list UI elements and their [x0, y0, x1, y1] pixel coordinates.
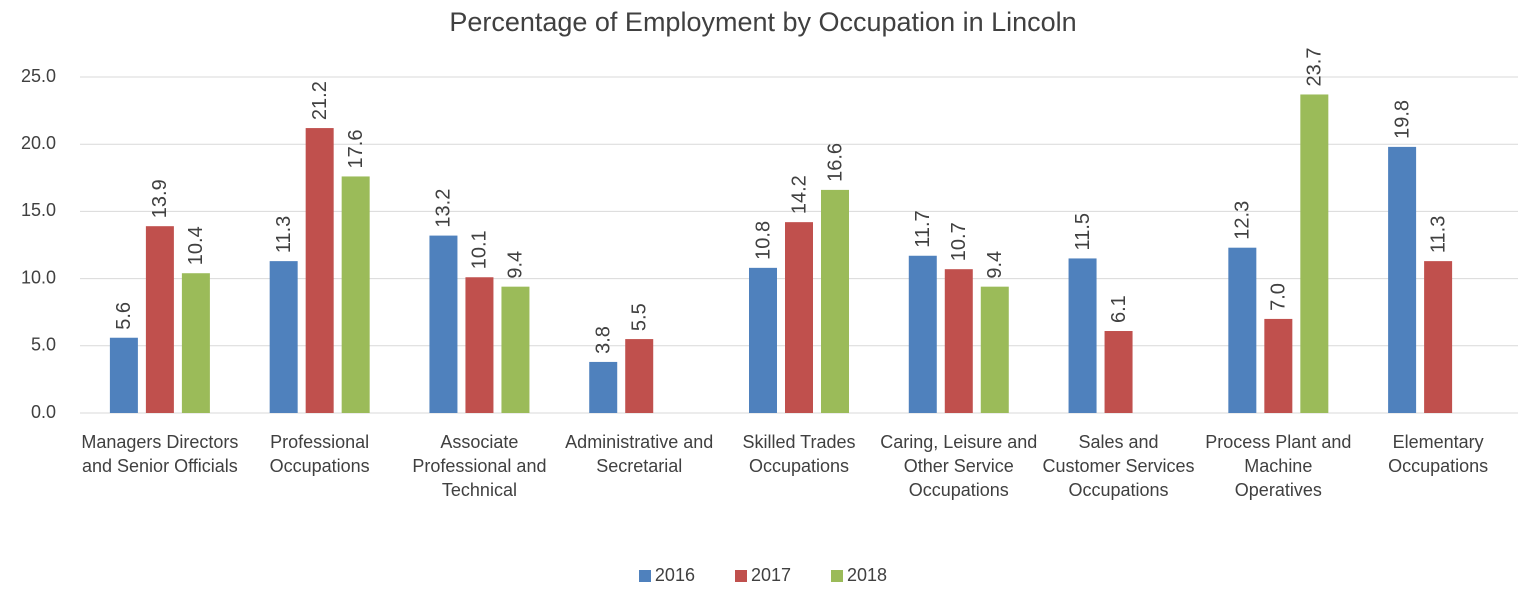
data-label: 13.9	[149, 179, 171, 218]
x-tick-label: Process Plant and Machine Operatives	[1205, 432, 1352, 500]
data-label: 7.0	[1268, 283, 1290, 311]
x-tick-label: Sales and Customer Services Occupations	[1042, 432, 1195, 500]
bar	[908, 255, 937, 413]
data-label: 14.2	[788, 175, 810, 214]
bar	[589, 361, 618, 413]
bar	[269, 261, 298, 413]
y-tick-label: 5.0	[31, 335, 56, 355]
legend-swatch	[734, 569, 747, 582]
data-label: 3.8	[593, 326, 615, 354]
x-tick-label: Elementary Occupations	[1388, 432, 1489, 476]
bar	[944, 269, 973, 413]
data-label: 10.1	[469, 230, 491, 269]
data-label: 10.4	[185, 226, 207, 265]
bar	[749, 267, 777, 413]
legend-item: 2017	[734, 565, 792, 586]
bar	[785, 222, 813, 413]
bar	[465, 277, 494, 413]
data-label: 17.6	[345, 130, 367, 169]
x-tick-label: Skilled Trades Occupations	[742, 432, 856, 476]
bar	[1068, 258, 1097, 413]
bar	[1228, 247, 1257, 413]
x-tick-label: Caring, Leisure and Other Service Occupa…	[880, 432, 1038, 500]
bar	[305, 128, 334, 413]
data-label: 11.3	[1427, 216, 1449, 253]
bar	[821, 189, 849, 413]
data-label: 23.7	[1304, 48, 1326, 87]
legend-swatch	[831, 569, 844, 582]
y-tick-label: 20.0	[21, 133, 56, 153]
legend: 2016 2017 2018	[0, 565, 1526, 586]
y-tick-label: 25.0	[21, 66, 56, 86]
y-tick-label: 15.0	[21, 200, 56, 220]
y-tick-label: 0.0	[31, 402, 56, 422]
bar	[109, 337, 138, 413]
data-label: 5.5	[629, 303, 651, 331]
legend-item: 2016	[638, 565, 695, 586]
data-label: 13.2	[433, 189, 455, 228]
data-label: 6.1	[1108, 295, 1130, 323]
data-label: 9.4	[505, 251, 527, 279]
data-label: 19.8	[1391, 100, 1413, 139]
data-label: 11.5	[1072, 213, 1094, 250]
bar	[1104, 331, 1133, 413]
x-tick-label: Managers Directors and Senior Officials	[81, 432, 239, 476]
data-label: 10.8	[752, 221, 774, 260]
y-tick-label: 10.0	[21, 267, 56, 287]
bar	[1388, 146, 1417, 413]
data-label: 5.6	[113, 302, 135, 330]
legend-item: 2018	[831, 565, 887, 586]
data-label: 11.3	[273, 216, 295, 253]
bar	[501, 286, 530, 413]
bar	[980, 286, 1009, 413]
data-label: 21.2	[309, 81, 331, 120]
data-label: 11.7	[912, 210, 934, 247]
bar	[1264, 318, 1293, 413]
bar	[1424, 261, 1453, 413]
legend-label: 2017	[750, 565, 792, 585]
data-label: 16.6	[824, 143, 846, 182]
legend-label: 2016	[654, 565, 695, 585]
bar	[145, 226, 174, 413]
chart-title: Percentage of Employment by Occupation i…	[449, 7, 1076, 37]
data-label: 12.3	[1232, 201, 1254, 240]
legend-label: 2018	[847, 565, 888, 585]
bar	[1300, 94, 1329, 414]
x-tick-label: Administrative and Secretarial	[565, 432, 714, 476]
bar	[341, 176, 370, 413]
bar	[429, 235, 458, 413]
bar	[181, 273, 210, 413]
x-tick-label: Associate Professional and Technical	[412, 432, 547, 500]
bar	[625, 339, 654, 413]
data-label: 10.7	[948, 222, 970, 261]
data-label: 9.4	[984, 251, 1006, 279]
x-tick-label: Professional Occupations	[269, 432, 370, 476]
legend-swatch	[638, 569, 651, 582]
